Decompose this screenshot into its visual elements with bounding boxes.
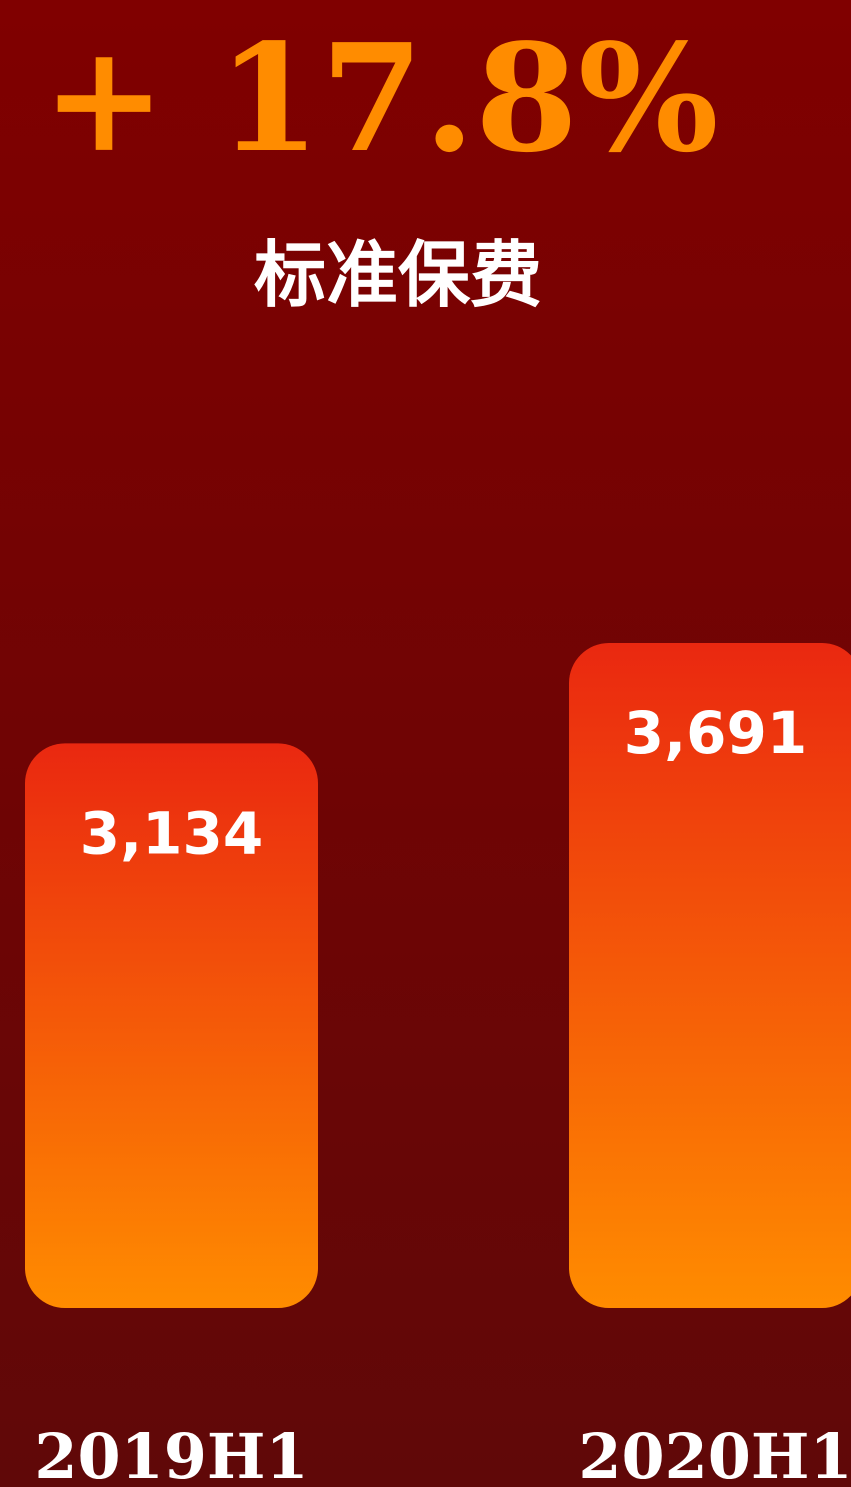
bar-value-label: 3,691 xyxy=(624,699,807,767)
bar-value-label: 3,134 xyxy=(80,799,263,867)
chart-title: 标准保费 xyxy=(254,232,542,317)
category-label: 2020H1 xyxy=(578,1420,851,1487)
growth-headline: + 17.8% xyxy=(42,11,719,185)
bar-group: 3,134 2019H1 3,691 2020H1 xyxy=(25,643,851,1487)
category-label: 2019H1 xyxy=(34,1420,308,1487)
bar-2020H1 xyxy=(569,643,851,1308)
bar-2019H1 xyxy=(25,743,318,1308)
